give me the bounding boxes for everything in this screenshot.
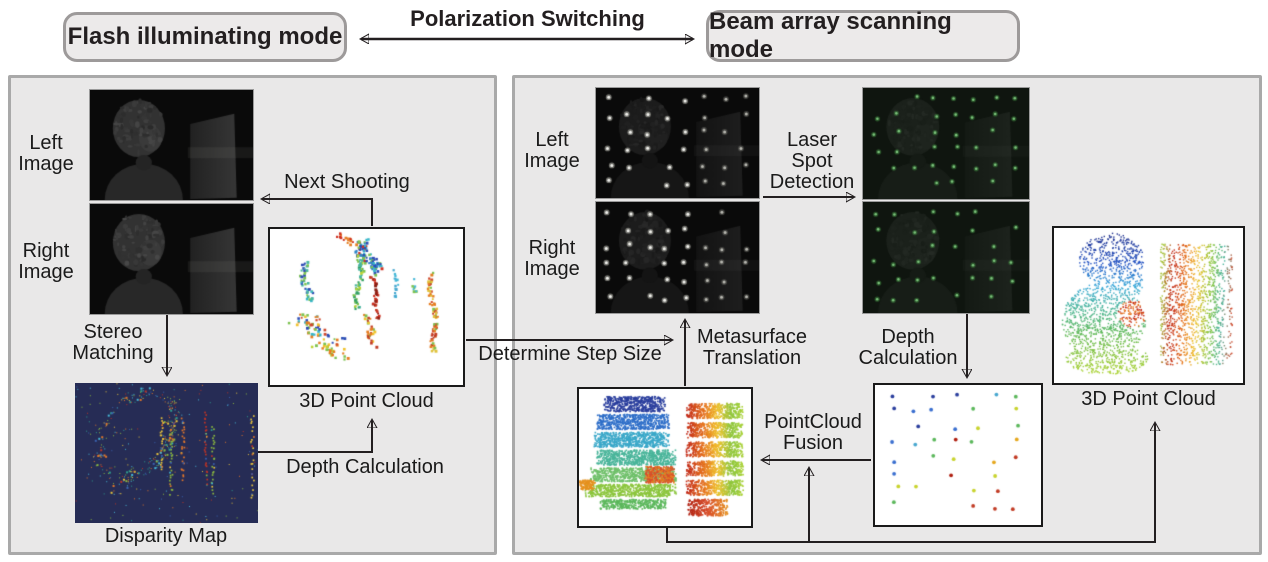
laser-spot-detection-label: Laser Spot Detection	[769, 129, 855, 193]
beam-depth-calculation-label: Depth Calculation	[858, 326, 958, 369]
final-point-cloud-image	[1054, 228, 1243, 383]
stereo-matching-label: Stereo Matching	[72, 321, 154, 364]
next-shooting-label: Next Shooting	[284, 171, 410, 193]
flash-mode-box: Flash illuminating mode	[63, 12, 347, 62]
flash-left-image-photo	[89, 89, 254, 201]
final-point-cloud-box	[1052, 226, 1245, 385]
flash-depth-calculation-label: Depth Calculation	[286, 456, 444, 478]
sparse-point-cloud-image	[875, 385, 1041, 525]
fused-striped-point-cloud-image	[579, 389, 751, 526]
laser-spot-detected-left-photo	[862, 87, 1030, 200]
beam-right-image-photo	[595, 201, 760, 314]
fused-striped-point-cloud-box	[577, 387, 753, 528]
flash-point-cloud-label: 3D Point Cloud	[299, 390, 434, 412]
flash-mode-title: Flash illuminating mode	[67, 23, 343, 50]
laser-spot-detected-right-photo	[862, 201, 1030, 314]
beam-right-image-label: Right Image	[524, 237, 580, 280]
flash-point-cloud-box	[268, 227, 465, 387]
flash-left-image-label: Left Image	[18, 132, 74, 175]
determine-step-size-label: Determine Step Size	[478, 343, 662, 365]
disparity-map-label: Disparity Map	[104, 525, 228, 547]
polarization-switching-label: Polarization Switching	[410, 6, 645, 31]
beam-mode-title: Beam array scanning mode	[709, 8, 952, 63]
disparity-map-image	[75, 383, 258, 523]
metasurface-translation-label: Metasurface Translation	[696, 326, 808, 369]
beam-point-cloud-label: 3D Point Cloud	[1081, 388, 1216, 410]
beam-mode-box: Beam array scanning mode	[706, 8, 1020, 63]
flash-right-image-photo	[89, 203, 254, 315]
pointcloud-fusion-label: PointCloud Fusion	[764, 411, 862, 454]
flash-right-image-label: Right Image	[18, 240, 74, 283]
beam-left-image-label: Left Image	[524, 129, 580, 172]
beam-left-image-photo	[595, 87, 760, 199]
sparse-point-cloud-box	[873, 383, 1043, 527]
flash-point-cloud-image	[270, 229, 463, 385]
